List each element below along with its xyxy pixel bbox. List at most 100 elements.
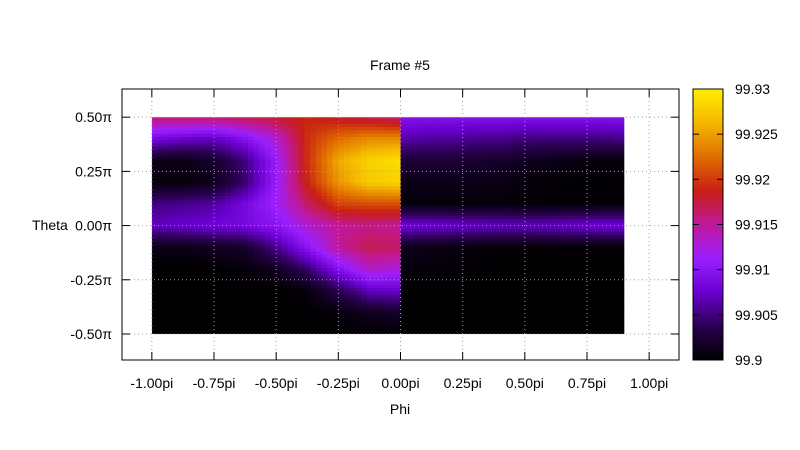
heat-cell-left xyxy=(281,120,289,125)
heat-cell-left xyxy=(214,173,221,177)
heat-cell-left xyxy=(394,179,402,184)
heat-cell-left xyxy=(185,242,192,246)
heat-cell-left xyxy=(157,199,164,204)
heat-cell-right xyxy=(613,330,625,334)
heat-cell-right xyxy=(568,120,581,125)
heat-cell-left xyxy=(236,120,243,125)
heat-cell-right xyxy=(456,182,469,187)
heat-cell-left xyxy=(281,258,289,263)
heat-cell-left xyxy=(264,225,272,230)
heat-cell-left xyxy=(264,284,272,289)
heat-cell-left xyxy=(202,136,209,141)
heat-cell-left xyxy=(242,242,249,246)
heat-cell-right xyxy=(523,225,536,230)
heat-cell-right xyxy=(590,166,603,171)
heat-cell-left xyxy=(349,225,356,230)
heat-cell-left xyxy=(298,222,306,227)
heat-cell-left xyxy=(327,261,334,266)
heat-cell-left xyxy=(202,248,209,253)
heat-cell-left xyxy=(214,294,221,299)
heat-cell-left xyxy=(259,235,266,240)
heat-cell-left xyxy=(304,251,311,256)
heat-cell-right xyxy=(557,212,569,217)
heat-cell-left xyxy=(208,317,215,322)
heat-cell-left xyxy=(360,320,368,325)
heat-cell-left xyxy=(174,136,181,141)
heat-cell-left xyxy=(242,225,249,230)
heat-cell-left xyxy=(389,225,396,230)
heat-cell-right xyxy=(613,307,625,312)
heat-cell-left xyxy=(366,179,373,184)
heat-cell-left xyxy=(185,150,192,154)
heat-cell-left xyxy=(214,238,221,243)
heat-cell-left xyxy=(383,258,390,263)
heat-cell-left xyxy=(338,127,345,131)
heat-cell-left xyxy=(191,251,198,256)
heat-cell-right xyxy=(490,271,502,276)
heat-cell-left xyxy=(327,238,334,243)
heat-cell-right xyxy=(557,219,569,223)
heat-cell-left xyxy=(247,146,255,151)
heat-cell-left xyxy=(264,140,272,145)
heat-cell-right xyxy=(601,143,614,148)
heat-cell-right xyxy=(568,179,581,184)
heat-cell-left xyxy=(197,202,204,207)
heat-cell-left xyxy=(247,320,255,325)
heat-cell-left xyxy=(310,133,317,138)
heat-cell-left xyxy=(377,130,385,135)
heat-cell-right xyxy=(478,291,491,296)
heat-cell-left xyxy=(383,186,390,191)
heat-cell-right xyxy=(445,166,458,171)
heat-cell-left xyxy=(304,274,311,279)
heat-cell-right xyxy=(422,209,435,214)
heat-cell-left xyxy=(327,324,334,329)
heat-cell-left xyxy=(270,146,277,151)
heat-cell-left xyxy=(372,205,379,210)
heat-cell-left xyxy=(163,261,170,266)
heat-cell-left xyxy=(151,189,159,194)
heat-cell-right xyxy=(545,228,558,233)
heat-cell-left xyxy=(338,238,345,243)
heat-cell-left xyxy=(276,120,283,125)
heat-cell-left xyxy=(151,274,159,279)
heat-cell-left xyxy=(214,251,221,256)
heat-cell-left xyxy=(253,219,260,223)
heat-cell-left xyxy=(219,225,226,230)
heat-cell-right xyxy=(523,196,536,200)
heat-cell-left xyxy=(355,320,362,325)
heat-cell-left xyxy=(383,235,390,240)
heat-cell-left xyxy=(281,288,289,292)
heat-cell-right xyxy=(613,274,625,279)
heat-cell-right xyxy=(490,281,502,286)
heat-cell-left xyxy=(253,215,260,220)
heat-cell-left xyxy=(168,179,176,184)
heat-cell-left xyxy=(281,209,289,214)
heat-cell-left xyxy=(389,176,396,181)
heat-cell-left xyxy=(259,255,266,260)
heat-cell-left xyxy=(157,268,164,273)
heat-cell-left xyxy=(343,294,351,299)
heat-cell-left xyxy=(225,225,232,230)
heat-cell-left xyxy=(315,159,322,164)
heat-cell-left xyxy=(185,156,192,161)
heat-cell-left xyxy=(389,219,396,223)
heat-cell-left xyxy=(185,127,192,131)
heat-cell-right xyxy=(590,307,603,312)
heat-cell-right xyxy=(545,327,558,332)
heat-cell-left xyxy=(327,225,334,230)
heat-cell-left xyxy=(236,169,243,174)
heat-cell-right xyxy=(534,127,547,131)
heat-cell-left xyxy=(276,320,283,325)
heat-cell-right xyxy=(434,136,446,141)
heat-cell-left xyxy=(321,202,328,207)
heat-cell-right xyxy=(501,205,513,210)
heat-cell-right xyxy=(568,235,581,240)
heat-cell-left xyxy=(343,182,351,187)
heat-cell-right xyxy=(601,288,614,292)
heat-cell-right xyxy=(501,189,513,194)
heat-cell-right xyxy=(534,130,547,135)
heat-cell-left xyxy=(168,153,176,158)
heat-cell-left xyxy=(276,304,283,309)
heat-cell-right xyxy=(400,320,413,325)
